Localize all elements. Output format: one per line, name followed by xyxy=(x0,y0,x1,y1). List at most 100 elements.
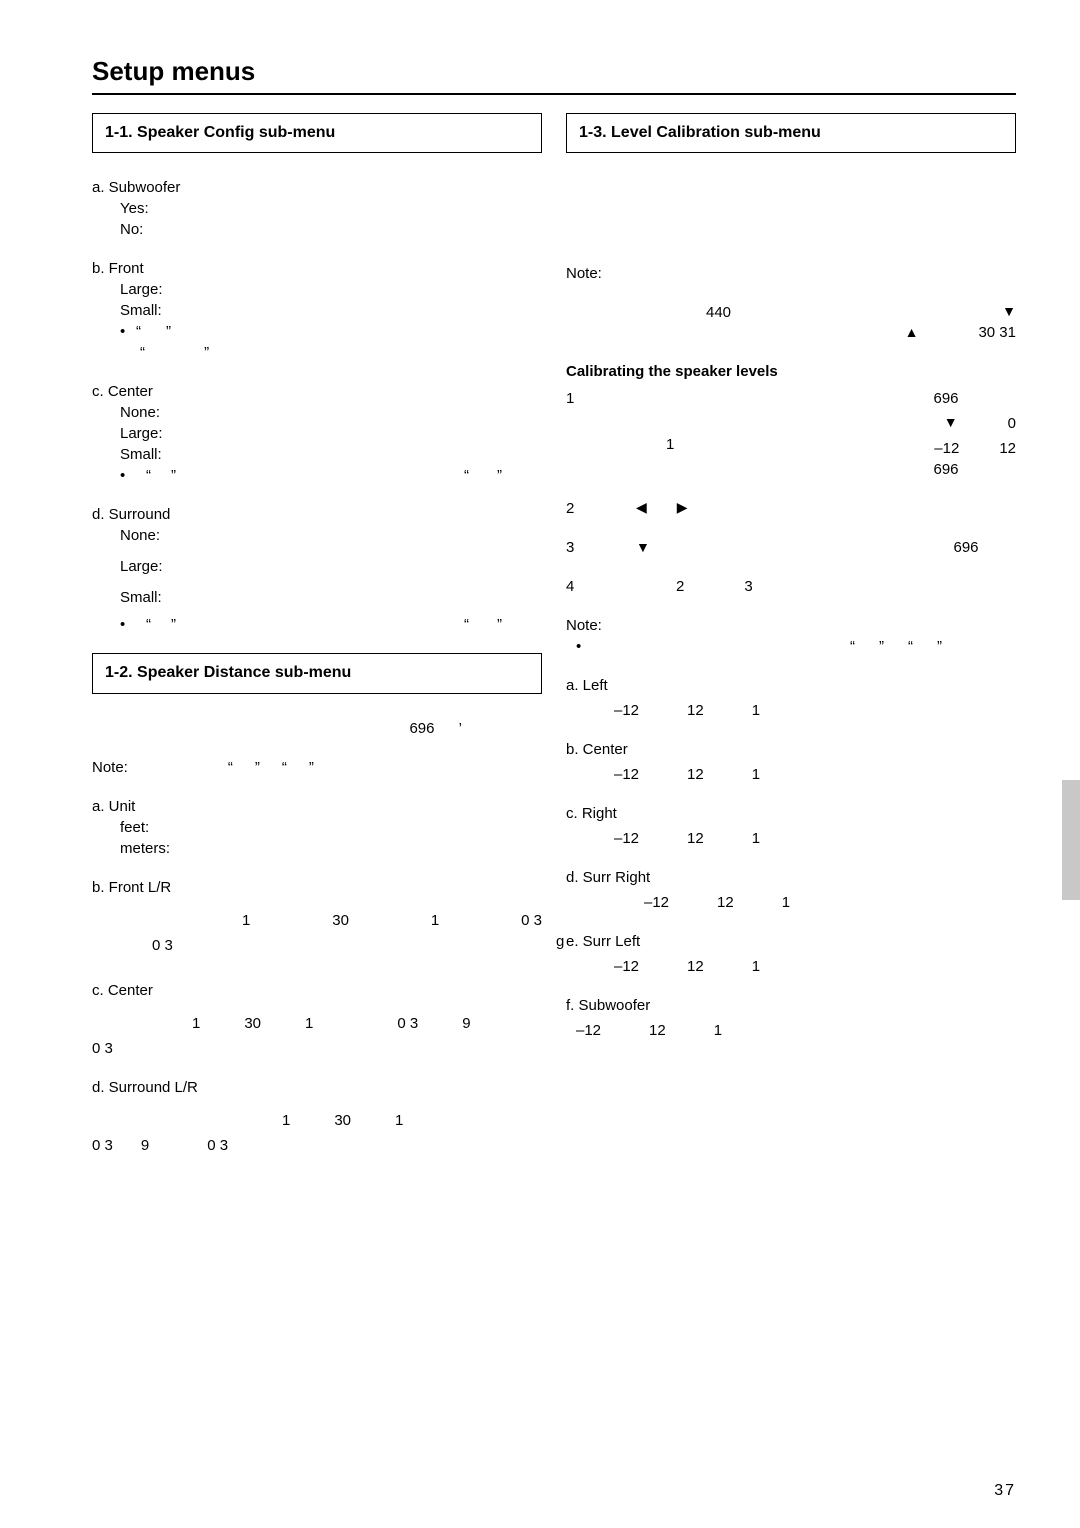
label-small: Small: xyxy=(92,444,542,465)
number-row: –12 12 1 xyxy=(566,892,1016,913)
bullet-row: • “ ” “ ” xyxy=(92,614,542,635)
section-b-center: b. Center –12 12 1 xyxy=(566,739,1016,785)
section-c-right: c. Right –12 12 1 xyxy=(566,803,1016,849)
num: 9 xyxy=(141,1135,149,1156)
step-2: 2 ◀ ▶ xyxy=(566,498,1016,519)
number-row: –12 12 1 xyxy=(566,828,1016,849)
label-large: Large: xyxy=(92,556,542,577)
arrow-up-icon: ▲ xyxy=(905,323,919,343)
num: 1 xyxy=(192,1013,200,1034)
value-12: 12 xyxy=(999,438,1016,459)
quote-close: ” xyxy=(171,614,176,635)
quote-open: “ xyxy=(146,614,151,635)
num: 3 xyxy=(744,576,752,597)
num: 12 xyxy=(687,700,704,721)
num: 1 xyxy=(752,956,760,977)
num: 0 3 xyxy=(92,1038,542,1059)
label-no: No: xyxy=(92,219,542,240)
num: 1 xyxy=(752,828,760,849)
value-696: 696 xyxy=(876,388,1016,409)
section-c-center2: c. Center 1 30 1 0 3 9 0 3 xyxy=(92,980,542,1059)
label-c-center: c. Center xyxy=(92,980,542,1001)
step-4: 4 2 3 xyxy=(566,576,1016,597)
num: 30 xyxy=(334,1110,351,1131)
quote-open: “ xyxy=(146,465,151,486)
label-c-center: c. Center xyxy=(92,381,542,402)
value-440: 440 xyxy=(706,302,731,343)
num: 12 xyxy=(687,828,704,849)
num: 1 xyxy=(752,700,760,721)
label-yes: Yes: xyxy=(92,198,542,219)
step-num: 2 xyxy=(566,498,606,519)
value-696: 696 xyxy=(409,720,434,737)
num: 0 3 xyxy=(92,1135,113,1156)
arrow-down-icon: ▼ xyxy=(636,539,650,555)
step-3: 3 ▼ 696 xyxy=(566,537,1016,558)
subhead-1-3: 1-3. Level Calibration sub-menu xyxy=(566,113,1016,153)
label-note: Note: xyxy=(566,263,1016,284)
num: –12 xyxy=(576,1020,601,1041)
value-3031: 30 31 xyxy=(978,324,1016,341)
label-a-subwoofer: a. Subwoofer xyxy=(92,177,542,198)
number-row: 0 3 9 0 3 xyxy=(92,1135,542,1156)
right-column: 1-3. Level Calibration sub-menu Note: 44… xyxy=(566,113,1016,1174)
label-d-surround: d. Surround xyxy=(92,504,542,525)
label-feet: feet: xyxy=(92,817,542,838)
num: 30 xyxy=(244,1013,261,1034)
bullet-row: • “ ” xyxy=(92,321,542,342)
label-b-front: b. Front xyxy=(92,258,542,279)
step-num: 3 xyxy=(566,537,606,558)
quote-close: ” xyxy=(497,465,502,486)
value-696: 696 xyxy=(916,537,1016,558)
num: 0 3 xyxy=(397,1013,418,1034)
subhead-1-1: 1-1. Speaker Config sub-menu xyxy=(92,113,542,153)
label-note: Note: xyxy=(92,757,128,778)
quote-open: “ xyxy=(228,757,233,778)
quote-open: “ xyxy=(850,636,855,657)
label-d-surrlr: d. Surround L/R xyxy=(92,1077,542,1098)
section-d-surround: d. Surround None: Large: Small: • “ ” “ … xyxy=(92,504,542,635)
note2-row: Note: • “ ” “ ” xyxy=(566,615,1016,657)
bullet-dot: • xyxy=(120,614,126,635)
section-b-frontlr: b. Front L/R 1 30 1 0 3 0 3 xyxy=(92,877,542,956)
num: –12 xyxy=(614,700,639,721)
bullet-row: • “ ” “ ” xyxy=(566,636,1016,657)
num: –12 xyxy=(614,764,639,785)
section-a-unit: a. Unit feet: meters: xyxy=(92,796,542,859)
page-title: Setup menus xyxy=(92,56,1016,87)
num: 0 3 xyxy=(92,935,542,956)
section-c-center: c. Center None: Large: Small: • “ ” “ ” xyxy=(92,381,542,486)
quote-row: “ ” xyxy=(92,342,542,363)
number-row: 1 30 1 xyxy=(92,1110,542,1131)
num: 0 3 xyxy=(521,910,542,931)
num: 12 xyxy=(717,892,734,913)
label-a-unit: a. Unit xyxy=(92,796,542,817)
horizontal-rule xyxy=(92,93,1016,95)
num: 0 3 xyxy=(207,1135,228,1156)
label-b-center: b. Center xyxy=(566,739,1016,760)
quote-open: “ xyxy=(464,614,469,635)
label-none: None: xyxy=(92,402,542,423)
section-d-surrlr: d. Surround L/R 1 30 1 0 3 9 0 3 xyxy=(92,1077,542,1156)
value-0: 0 xyxy=(1008,413,1016,434)
page-number: 37 xyxy=(994,1482,1016,1500)
num: 9 xyxy=(462,1013,470,1034)
label-none: None: xyxy=(92,525,542,546)
label-meters: meters: xyxy=(92,838,542,859)
num: 1 xyxy=(752,764,760,785)
number-row: –12 12 1 xyxy=(566,956,1016,977)
number-row: –12 12 1 xyxy=(566,700,1016,721)
quote-close: ” xyxy=(879,636,884,657)
section-d-surrright: d. Surr Right –12 12 1 xyxy=(566,867,1016,913)
num: 1 xyxy=(782,892,790,913)
quote-open: “ xyxy=(464,465,469,486)
step-num: 1 xyxy=(566,388,606,480)
section-e-surrleft: g e. Surr Left –12 12 1 xyxy=(566,931,1016,977)
label-small: Small: xyxy=(92,300,542,321)
num: 12 xyxy=(649,1020,666,1041)
label-small: Small: xyxy=(92,587,542,608)
label-a-left: a. Left xyxy=(566,675,1016,696)
section-f-subwoofer: f. Subwoofer –12 12 1 xyxy=(566,995,1016,1041)
section-a-left: a. Left –12 12 1 xyxy=(566,675,1016,721)
arrow-right-icon: ▶ xyxy=(677,498,688,519)
